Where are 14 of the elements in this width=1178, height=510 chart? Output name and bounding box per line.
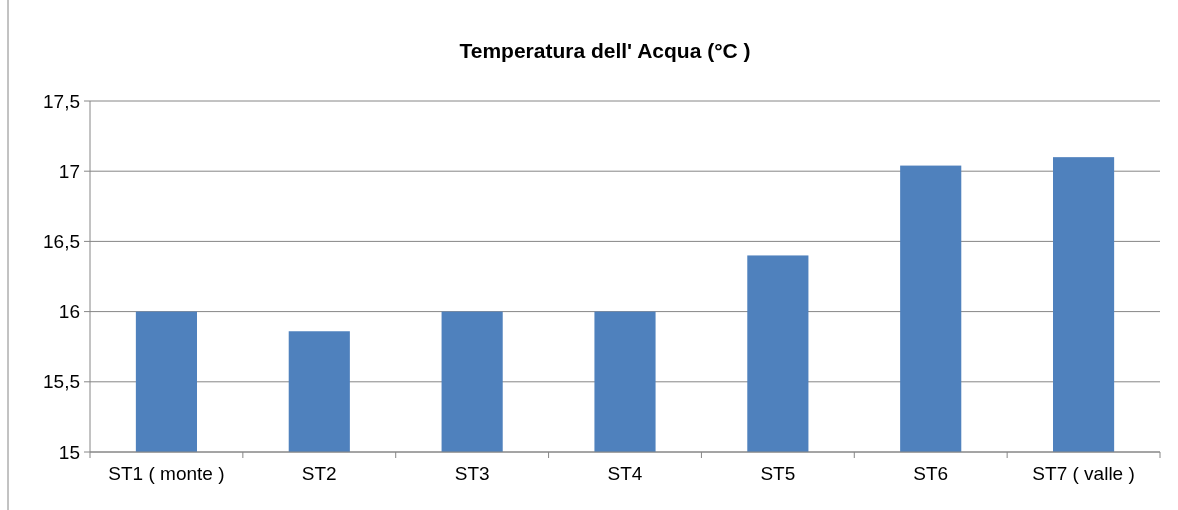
y-tick-label: 17 (58, 160, 80, 182)
chart-title: Temperatura dell' Acqua (°C ) (459, 39, 751, 62)
y-tick-label: 17,5 (43, 90, 80, 112)
x-tick-label: ST5 (760, 463, 796, 484)
x-tick-label: ST7 ( valle ) (1032, 463, 1135, 484)
y-tick-label: 15,5 (43, 371, 80, 393)
y-tick-label: 15 (58, 441, 80, 463)
y-tick-label: 16,5 (43, 231, 80, 253)
x-tick-label: ST4 (607, 463, 643, 484)
x-tick-label: ST6 (913, 463, 949, 484)
x-tick-label: ST1 ( monte ) (108, 463, 225, 484)
y-tick-label: 16 (58, 301, 80, 323)
x-tick-label: ST3 (454, 463, 490, 484)
x-tick-label: ST2 (301, 463, 337, 484)
